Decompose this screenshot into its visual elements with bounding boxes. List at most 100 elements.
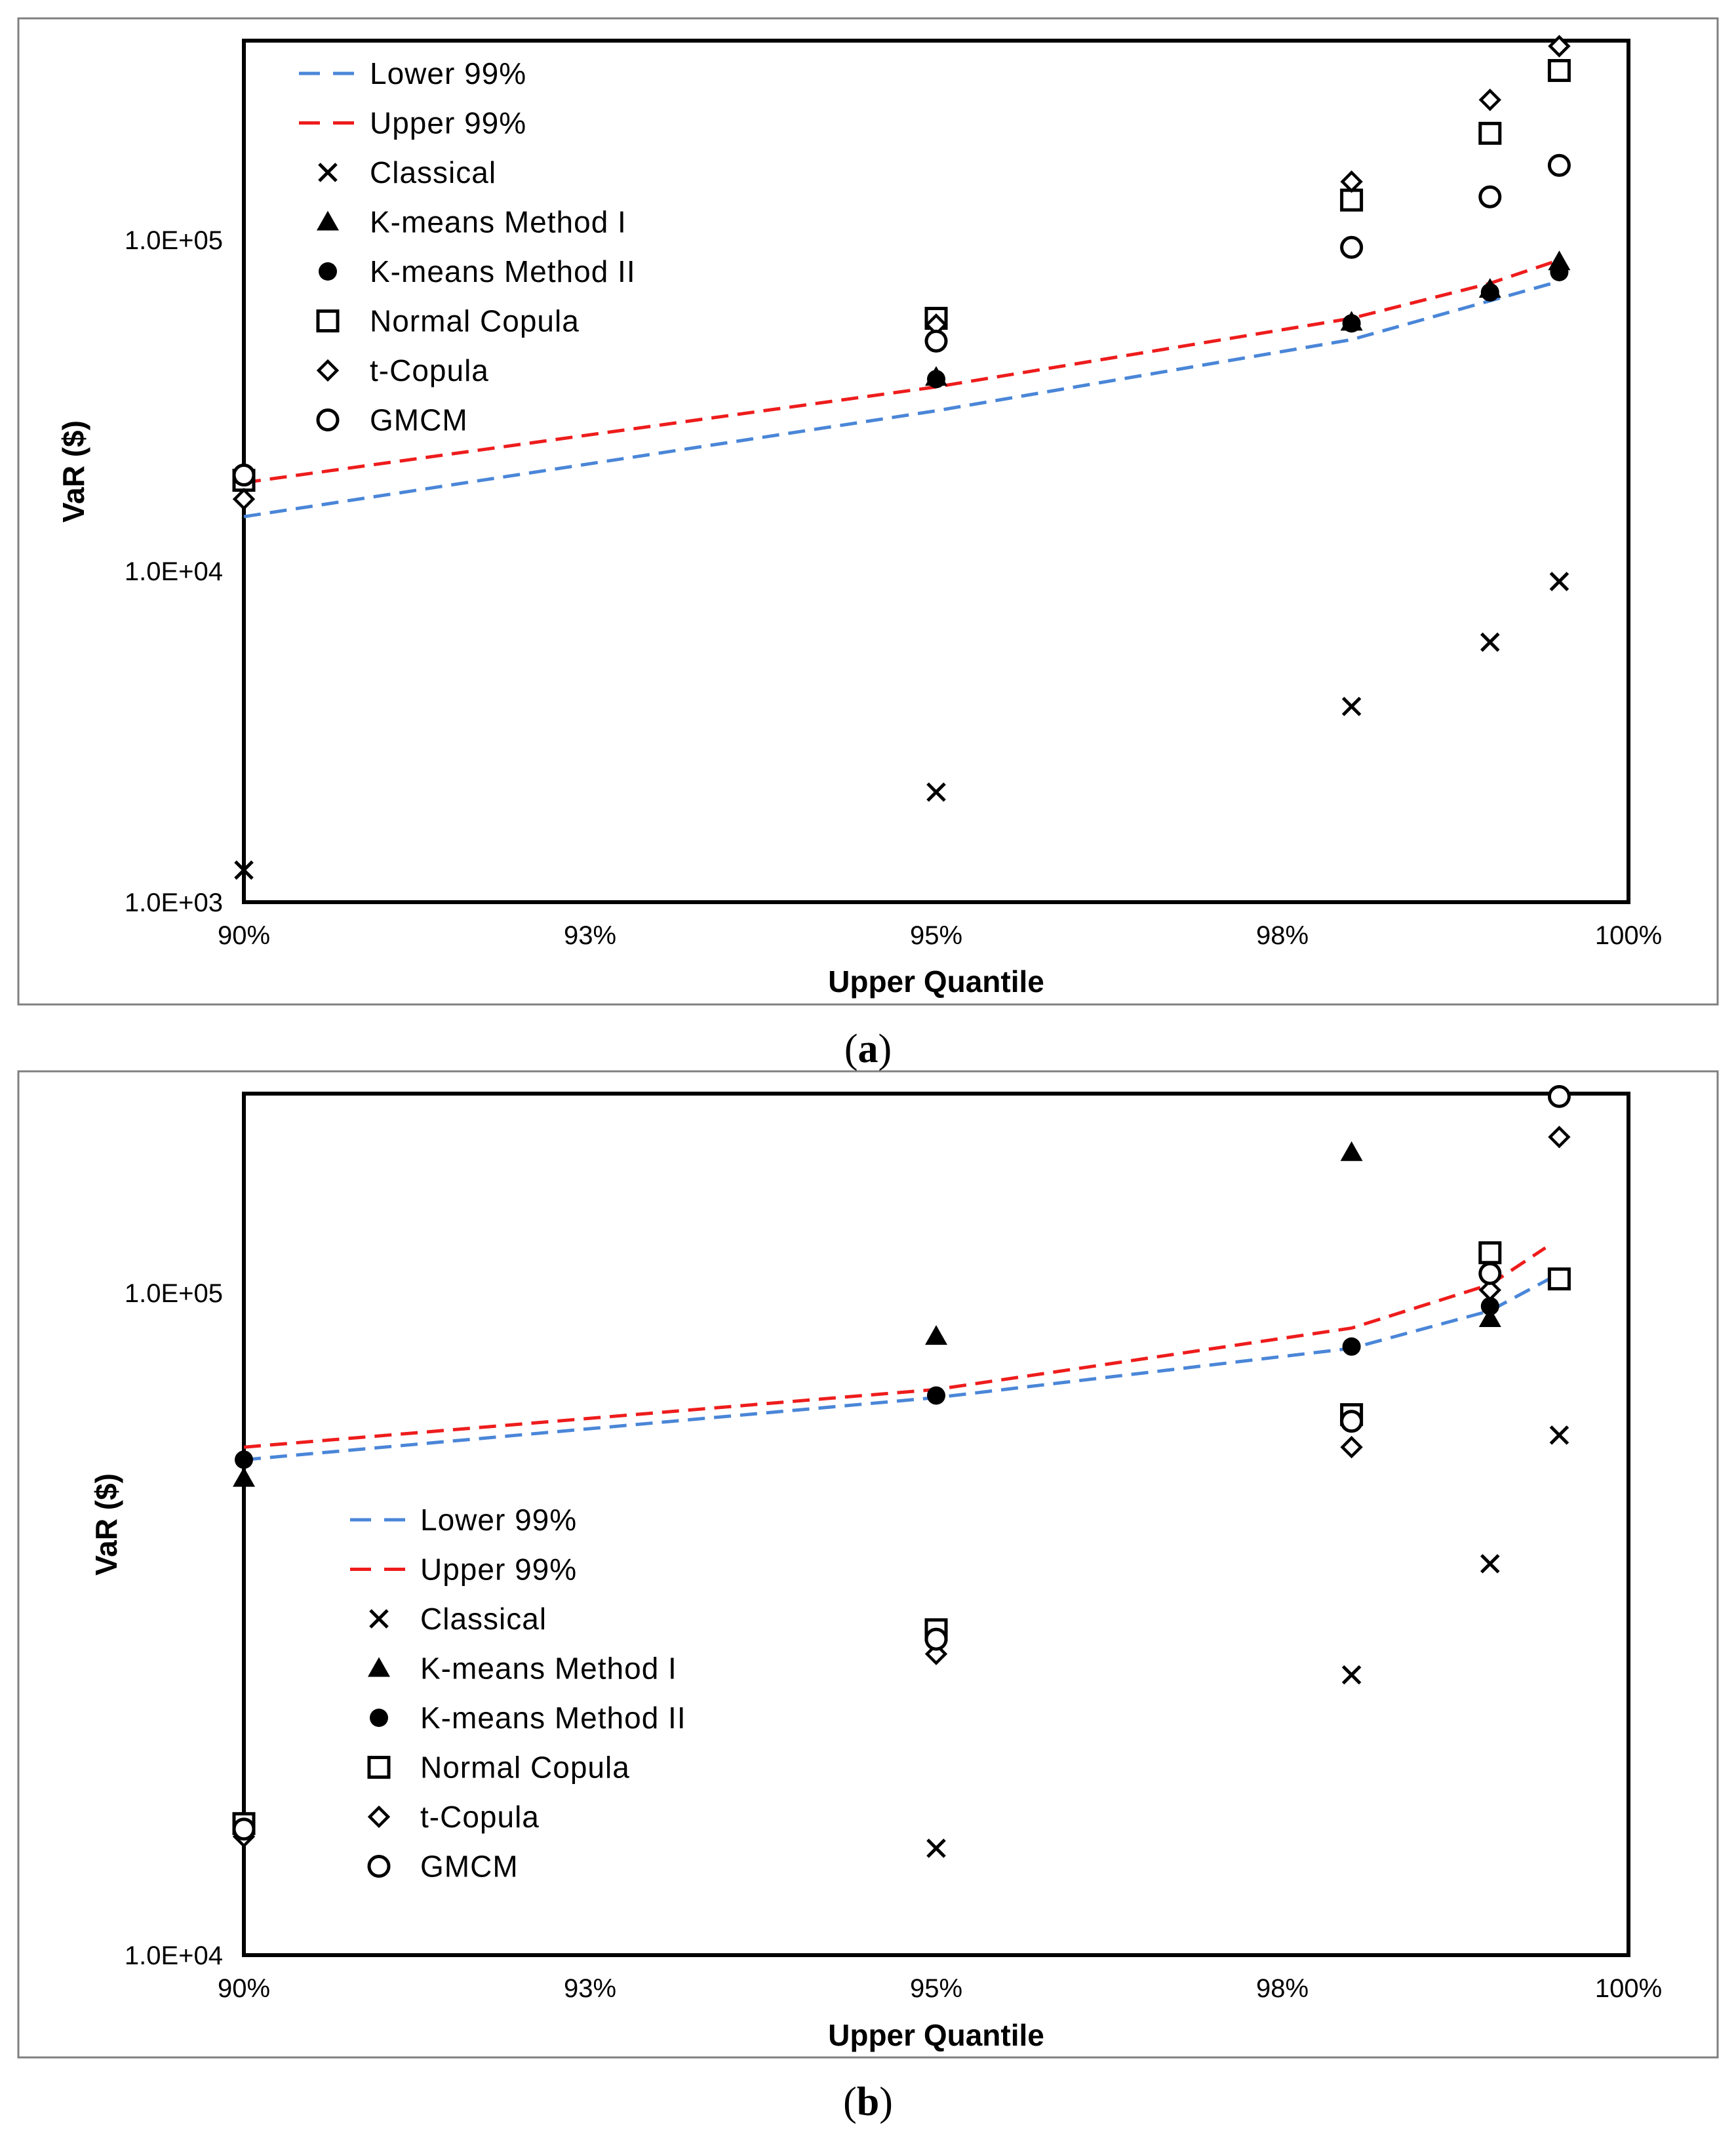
- legend-label-upper-99-a: Upper 99%: [370, 106, 526, 140]
- series-line-upper-99-a: [243, 258, 1560, 485]
- x-tick-label-a: 93%: [564, 921, 616, 950]
- point-normal-copula-b: [1547, 1267, 1571, 1291]
- panel-b-frame: [17, 1070, 1719, 2059]
- point-k-means-method-ii-b: [927, 1386, 945, 1405]
- legend-swatch-k-means-method-i-b: [368, 1657, 390, 1677]
- legend-a: Lower 99% Upper 99% Classical K-means Metho…: [299, 56, 636, 437]
- point-classical-b: [1480, 1554, 1500, 1574]
- chart-panel-a: 90% 93% 95% 98% 100% 1.0E+03 1.0E+04 1.0E+05 Upp…: [56, 35, 1662, 1071]
- legend-swatch-t-copula-a: [316, 359, 340, 382]
- x-tick-label-a: 98%: [1256, 921, 1309, 950]
- x-tick-label-b: 90%: [218, 1974, 270, 2003]
- y-tick-label-a: 1.0E+04: [125, 557, 223, 586]
- point-classical-b: [1341, 1665, 1362, 1685]
- x-axis-title-b: Upper Quantile: [828, 2018, 1044, 2052]
- panel-a-frame: [17, 17, 1719, 1006]
- point-t-copula-b: [1340, 1436, 1363, 1459]
- legend-label-classical-a: Classical: [370, 155, 496, 189]
- legend-swatch-gmcm-a: [316, 408, 340, 431]
- point-t-copula-a: [1548, 35, 1571, 58]
- point-k-means-method-ii-a: [927, 370, 945, 389]
- point-t-copula-b: [1548, 1125, 1571, 1149]
- legend-label-gmcm-a: GMCM: [370, 403, 468, 437]
- point-gmcm-b: [232, 1817, 256, 1841]
- point-gmcm-b: [924, 1627, 948, 1651]
- legend-label-t-copula-a: t-Copula: [370, 353, 489, 387]
- x-tick-label-b: 98%: [1256, 1974, 1309, 2003]
- legend-label-classical-b: Classical: [420, 1602, 547, 1636]
- legend-label-k-means-method-i-b: K-means Method I: [420, 1652, 677, 1686]
- legend-swatch-k-means-method-ii-b: [370, 1709, 388, 1727]
- point-t-copula-a: [1478, 89, 1501, 111]
- point-classical-a: [234, 860, 254, 880]
- point-classical-b: [1549, 1425, 1569, 1445]
- legend-b: Lower 99% Upper 99% Classical K-means Metho…: [350, 1503, 686, 1884]
- x-axis-title-a: Upper Quantile: [828, 964, 1044, 999]
- point-t-copula-b: [1478, 1279, 1501, 1301]
- y-tick-label-a: 1.0E+03: [125, 888, 223, 917]
- point-normal-copula-a: [1340, 188, 1364, 212]
- legend-label-t-copula-b: t-Copula: [420, 1800, 540, 1834]
- y-axis-title-b: VaR ($): [89, 1473, 123, 1576]
- legend-swatch-k-means-method-ii-a: [319, 262, 337, 281]
- point-classical-a: [1480, 632, 1500, 652]
- legend-swatch-k-means-method-i-a: [317, 210, 339, 231]
- plot-area-b: [242, 1092, 1630, 1957]
- legend-label-normal-copula-a: Normal Copula: [370, 304, 580, 338]
- x-tick-label-a: 100%: [1595, 921, 1662, 950]
- point-normal-copula-b: [1478, 1241, 1502, 1265]
- point-gmcm-a: [1547, 153, 1571, 177]
- point-t-copula-a: [1340, 170, 1363, 193]
- point-k-means-method-i-b: [233, 1467, 255, 1487]
- legend-swatch-gmcm-b: [367, 1855, 391, 1878]
- legend-swatch-classical-b: [369, 1609, 389, 1629]
- point-gmcm-a: [924, 329, 948, 353]
- point-k-means-method-ii-b: [1342, 1337, 1361, 1356]
- legend-swatch-t-copula-b: [367, 1805, 391, 1829]
- x-tick-label-a: 95%: [910, 921, 962, 950]
- chart-panel-b: 90% 93% 95% 98% 100% 1.0E+04 1.0E+05 Upper Quan…: [89, 1084, 1662, 2124]
- legend-label-k-means-method-i-a: K-means Method I: [370, 205, 627, 239]
- point-k-means-method-ii-b: [1480, 1297, 1499, 1316]
- legend-swatch-normal-copula-a: [316, 309, 340, 332]
- point-k-means-method-i-b: [925, 1325, 947, 1345]
- y-axis-title-a: VaR ($): [56, 420, 90, 523]
- point-t-copula-b: [924, 1642, 948, 1665]
- x-tick-label-a: 90%: [218, 921, 270, 950]
- point-k-means-method-ii-a: [1480, 283, 1499, 302]
- point-classical-b: [926, 1838, 946, 1858]
- x-tick-label-b: 100%: [1595, 1974, 1662, 2003]
- point-k-means-method-ii-a: [1342, 314, 1361, 333]
- legend-label-gmcm-b: GMCM: [420, 1850, 519, 1884]
- point-gmcm-b: [1547, 1084, 1571, 1108]
- y-tick-label-a: 1.0E+05: [125, 226, 223, 255]
- point-gmcm-a: [1478, 185, 1502, 208]
- point-classical-a: [1549, 572, 1569, 591]
- point-gmcm-b: [1340, 1410, 1364, 1433]
- legend-swatch-classical-a: [318, 163, 338, 182]
- y-tick-label-b: 1.0E+05: [125, 1279, 223, 1308]
- legend-label-k-means-method-ii-b: K-means Method II: [420, 1701, 686, 1735]
- point-k-means-method-i-b: [1478, 1307, 1501, 1327]
- point-classical-a: [1341, 696, 1362, 717]
- point-k-means-method-ii-b: [235, 1450, 253, 1469]
- legend-label-normal-copula-b: Normal Copula: [420, 1751, 630, 1785]
- point-gmcm-a: [1340, 235, 1364, 259]
- point-gmcm-b: [1478, 1261, 1502, 1285]
- legend-swatch-normal-copula-b: [367, 1756, 391, 1779]
- x-tick-label-b: 95%: [910, 1974, 962, 2003]
- legend-label-k-means-method-ii-a: K-means Method II: [370, 254, 636, 288]
- caption-b: (b): [843, 2080, 893, 2124]
- point-normal-copula-a: [1478, 121, 1502, 145]
- point-t-copula-a: [232, 488, 256, 511]
- caption-a: (a): [844, 1027, 892, 1071]
- series-line-lower-99-a: [243, 279, 1560, 519]
- point-normal-copula-a: [1547, 59, 1571, 83]
- legend-label-upper-99-b: Upper 99%: [420, 1553, 577, 1587]
- y-tick-label-b: 1.0E+04: [125, 1941, 223, 1970]
- point-k-means-method-ii-a: [1550, 262, 1569, 281]
- series-line-upper-99-b: [243, 1246, 1547, 1449]
- x-tick-label-b: 93%: [564, 1974, 616, 2003]
- legend-label-lower-99-a: Lower 99%: [370, 56, 526, 90]
